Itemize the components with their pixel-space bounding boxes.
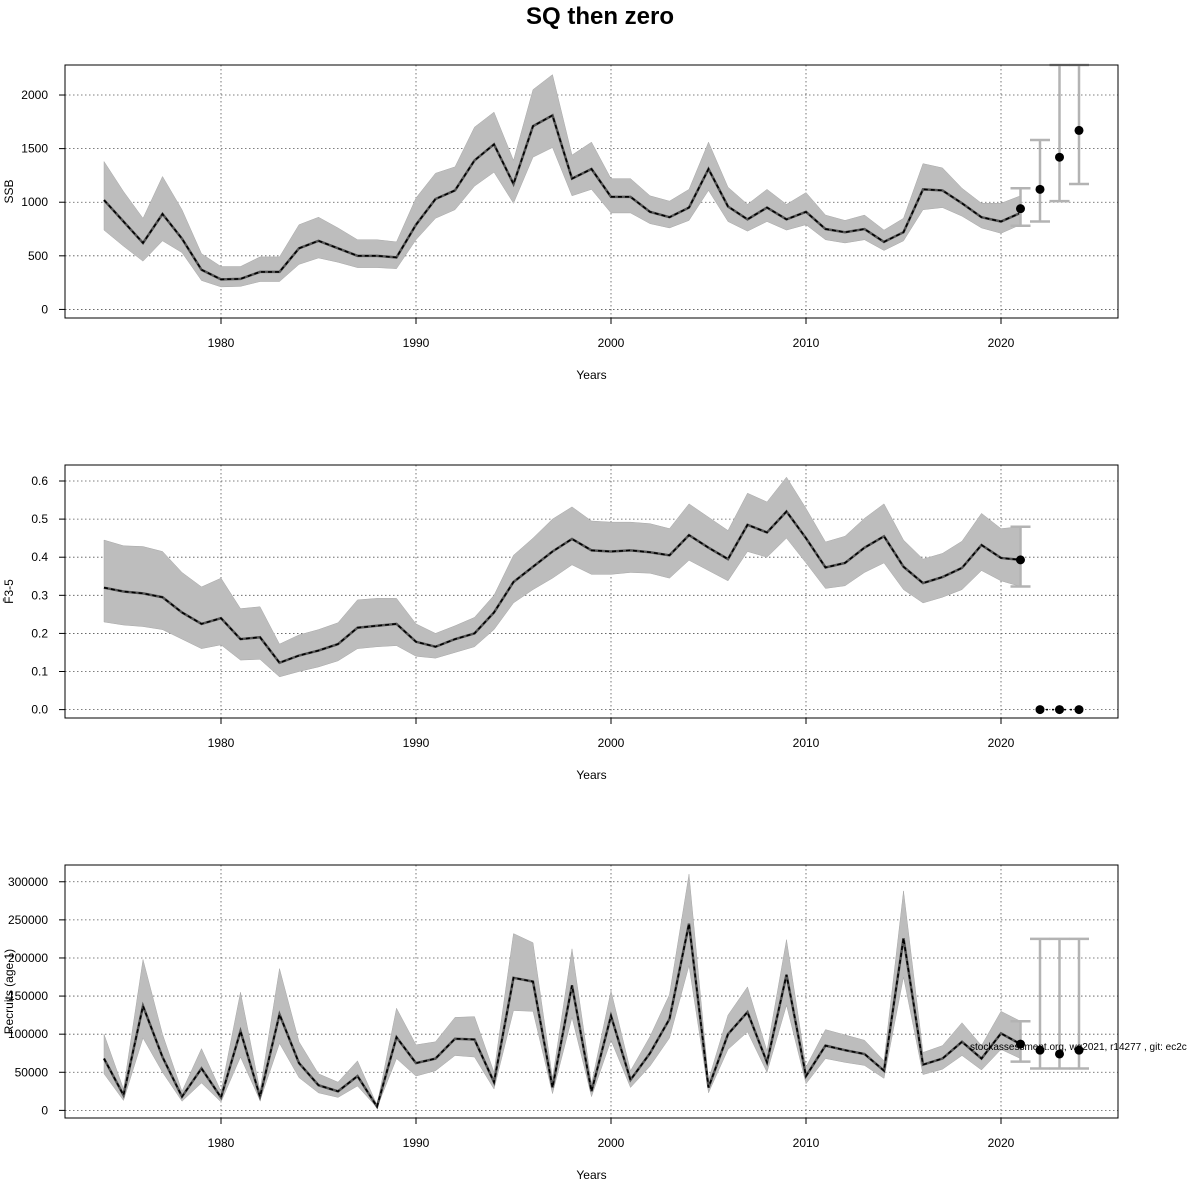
y-tick-label: 300000 [8,875,48,889]
forecast-point [1074,125,1084,135]
x-tick-label: 1980 [208,1136,235,1150]
y-axis-label: F̄3-5 [2,579,16,604]
estimate-line-dash-fbar [103,510,1021,664]
y-tick-label: 0.4 [31,550,48,564]
x-tick-label: 2000 [598,336,625,350]
forecast-point [1016,204,1025,214]
y-tick-label: 200000 [8,951,48,965]
chart-title: SQ then zero [526,3,674,30]
confidence-band-ssb [103,74,1021,288]
y-tick-label: 150000 [8,989,48,1003]
x-tick-label: 2000 [598,1136,625,1150]
confidence-band-fbar [103,476,1021,678]
estimate-line-dash-recruits [103,923,1021,1109]
x-axis-label: Years [576,368,606,382]
panel-ssb: 1980 1990 2000 2010 2020 0 500 1000 1500 2000 Year… [2,63,1119,382]
x-tick-label: 2020 [988,1136,1015,1150]
y-tick-label: 50000 [15,1065,49,1079]
y-tick-label: 0.1 [31,665,48,679]
panels: 1980 1990 2000 2010 2020 0 500 1000 1500 2000 Year… [2,63,1119,1182]
forecast-point [1035,1045,1045,1055]
plot-frame [64,464,1119,719]
y-tick-label: 0.0 [31,703,48,717]
x-tick-label: 2020 [988,336,1015,350]
y-tick-label: 0.3 [31,588,48,602]
x-tick-label: 2000 [598,736,625,750]
x-tick-label: 2020 [988,736,1015,750]
forecast-point [1055,1049,1064,1059]
x-axis-label: Years [576,768,606,782]
x-tick-label: 1990 [403,1136,430,1150]
x-tick-label: 1980 [208,336,235,350]
forecast-point [1035,184,1045,194]
panel-recruits: 1980 1990 2000 2010 2020 0 50000 100000 150000 20… [2,864,1119,1182]
y-tick-label: 1500 [21,142,48,156]
forecast-point [1016,555,1025,565]
forecast-point [1016,1039,1025,1049]
y-tick-label: 1000 [21,195,48,209]
y-tick-label: 0.6 [31,474,48,488]
y-axis-label: SSB [2,179,16,203]
forecast-point [1055,705,1064,715]
forecast-point [1055,152,1064,162]
y-tick-label: 0.2 [31,626,48,640]
panel-fbar: 1980 1990 2000 2010 2020 0.0 0.1 0.2 0.3 0.4 0.5 0.… [2,464,1119,782]
y-tick-label: 0 [41,1103,48,1117]
plot-frame [64,64,1119,319]
forecast-point [1035,705,1045,715]
x-tick-label: 1990 [403,336,430,350]
y-axis-label: Recruits (age 1) [2,949,16,1034]
x-tick-label: 1980 [208,736,235,750]
y-tick-label: 0 [41,302,48,316]
x-tick-label: 2010 [793,736,820,750]
x-tick-label: 1990 [403,736,430,750]
x-tick-label: 2010 [793,336,820,350]
y-tick-label: 250000 [8,913,48,927]
y-tick-label: 500 [28,249,48,263]
plot-frame [64,864,1119,1119]
forecast-point [1074,1045,1084,1055]
y-tick-label: 100000 [8,1027,48,1041]
confidence-band-recruits [103,874,1021,1109]
forecast-point [1074,705,1084,715]
y-tick-label: 0.5 [31,512,48,526]
y-tick-label: 2000 [21,88,48,102]
x-tick-label: 2010 [793,1136,820,1150]
footnote: stockassessment.org, wg2021, r14277 , gi… [970,1042,1187,1053]
x-axis-label: Years [576,1168,606,1182]
estimate-line-dash-ssb [103,114,1021,281]
